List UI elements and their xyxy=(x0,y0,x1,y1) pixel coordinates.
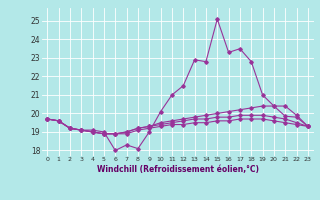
X-axis label: Windchill (Refroidissement éolien,°C): Windchill (Refroidissement éolien,°C) xyxy=(97,165,259,174)
